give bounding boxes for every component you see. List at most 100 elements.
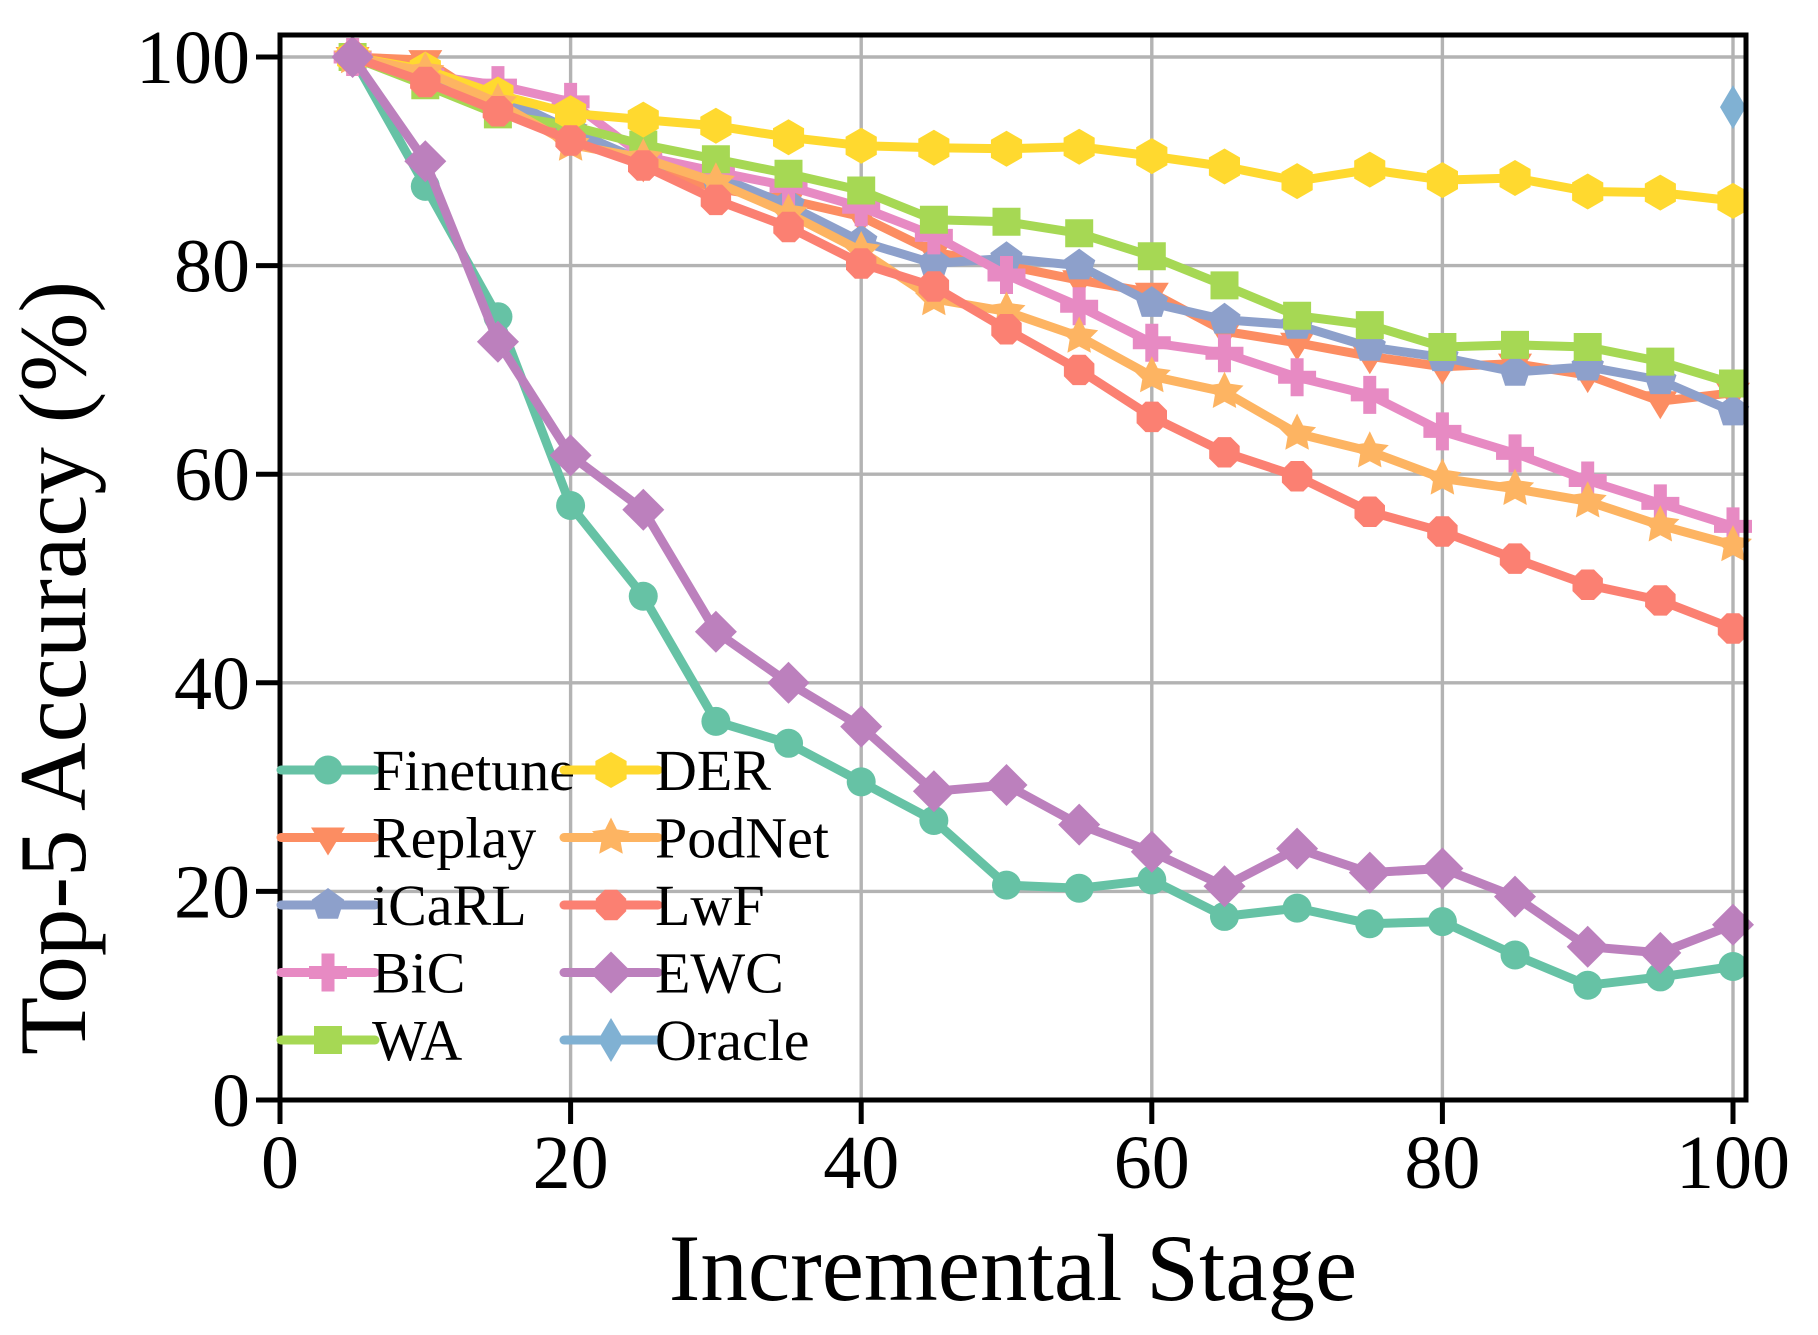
series-lwf bbox=[337, 41, 1749, 644]
legend-marker-thin_diamond-icon bbox=[598, 1018, 624, 1062]
data-point-lwf bbox=[555, 125, 586, 156]
data-point-lwf bbox=[918, 271, 950, 302]
y-tick-label: 0 bbox=[212, 1059, 250, 1143]
data-point-der bbox=[1063, 128, 1095, 165]
data-point-finetune bbox=[1064, 873, 1094, 903]
legend-label: Replay bbox=[372, 806, 536, 871]
data-point-finetune bbox=[628, 581, 658, 611]
data-point-ewc bbox=[549, 434, 592, 477]
legend-item-finetune: Finetune bbox=[276, 738, 575, 803]
data-point-lwf bbox=[1136, 401, 1167, 433]
data-point-bic bbox=[1278, 358, 1317, 397]
y-tick-label: 40 bbox=[174, 642, 250, 726]
data-point-finetune bbox=[1427, 907, 1457, 937]
legend-label: Oracle bbox=[655, 1008, 810, 1073]
data-point-wa bbox=[1065, 219, 1094, 248]
data-point-finetune bbox=[556, 490, 586, 520]
data-point-finetune bbox=[1137, 865, 1167, 895]
data-point-wa bbox=[1137, 242, 1166, 271]
legend-marker-octagon-icon bbox=[595, 889, 627, 921]
data-point-podnet bbox=[1350, 431, 1389, 468]
data-point-lwf bbox=[410, 66, 441, 98]
series-wa bbox=[338, 43, 1747, 398]
data-point-podnet bbox=[1496, 468, 1535, 505]
data-point-lwf bbox=[1063, 354, 1095, 386]
data-point-bic bbox=[1568, 461, 1607, 500]
data-point-wa bbox=[1501, 330, 1529, 359]
data-point-lwf bbox=[700, 184, 732, 216]
data-point-wa bbox=[1428, 333, 1457, 361]
data-point-lwf bbox=[1209, 437, 1240, 468]
x-axis-label: Incremental Stage bbox=[669, 1215, 1357, 1321]
data-point-icarl bbox=[1498, 355, 1532, 386]
data-point-ewc bbox=[1639, 931, 1682, 974]
data-point-der bbox=[1572, 173, 1604, 210]
legend-label: Finetune bbox=[372, 738, 575, 803]
axis-ticks bbox=[256, 54, 1736, 1124]
data-point-der bbox=[845, 127, 877, 164]
legend-item-oracle: Oracle bbox=[559, 1008, 810, 1073]
data-point-der bbox=[555, 95, 587, 132]
data-point-ewc bbox=[1130, 830, 1173, 873]
data-point-finetune bbox=[919, 805, 949, 835]
legend-item-ewc: EWC bbox=[559, 941, 784, 1006]
data-point-bic bbox=[1423, 412, 1462, 451]
data-point-finetune bbox=[1573, 970, 1603, 1000]
x-tick-label: 0 bbox=[261, 1121, 299, 1205]
data-point-finetune bbox=[774, 728, 804, 758]
data-point-ewc bbox=[1276, 827, 1319, 870]
data-point-bic bbox=[914, 216, 953, 255]
legend-marker-star-icon bbox=[592, 817, 630, 854]
y-tick-label: 80 bbox=[174, 225, 250, 309]
data-point-icarl bbox=[1208, 302, 1241, 334]
data-point-der bbox=[773, 119, 805, 156]
x-tick-label: 20 bbox=[533, 1121, 609, 1205]
data-point-ewc bbox=[694, 610, 737, 653]
data-point-bic bbox=[1060, 287, 1099, 326]
data-point-icarl bbox=[1063, 248, 1096, 280]
legend-item-replay: Replay bbox=[276, 806, 536, 871]
series-ewc bbox=[331, 36, 1754, 974]
data-point-ewc bbox=[1566, 925, 1609, 968]
data-point-podnet bbox=[1641, 505, 1680, 542]
data-point-icarl bbox=[917, 246, 950, 278]
x-tick-label: 60 bbox=[1114, 1121, 1190, 1205]
data-point-podnet bbox=[1714, 525, 1752, 562]
data-point-ewc bbox=[1203, 865, 1246, 908]
data-point-ewc bbox=[985, 764, 1028, 806]
tick-labels: 0 20 40 60 80 100 0 20 40 60 80 100 bbox=[136, 16, 1790, 1205]
data-point-lwf bbox=[482, 96, 514, 127]
data-point-ewc bbox=[912, 770, 955, 813]
data-point-bic bbox=[842, 188, 881, 227]
data-point-ewc bbox=[767, 661, 810, 704]
y-tick-label: 20 bbox=[174, 850, 250, 934]
legend-marker-square-icon bbox=[314, 1026, 342, 1054]
data-point-lwf bbox=[1281, 461, 1313, 492]
data-point-wa bbox=[774, 159, 803, 188]
data-point-finetune bbox=[1282, 893, 1312, 923]
y-axis-label: Top-5 Accuracy (%) bbox=[0, 281, 106, 1055]
data-point-der bbox=[1644, 174, 1676, 211]
data-point-icarl bbox=[1135, 286, 1168, 317]
data-point-der bbox=[1426, 162, 1458, 199]
legend-label: EWC bbox=[655, 941, 784, 1006]
data-point-lwf bbox=[1572, 569, 1603, 600]
data-point-lwf bbox=[1427, 516, 1458, 547]
data-point-ewc bbox=[1058, 803, 1101, 846]
data-point-finetune bbox=[1500, 940, 1530, 970]
data-point-wa bbox=[701, 145, 730, 174]
legend-label: BiC bbox=[372, 941, 466, 1006]
axes-spines bbox=[277, 32, 1749, 1103]
x-tick-label: 100 bbox=[1676, 1121, 1790, 1205]
data-point-wa bbox=[1719, 369, 1747, 398]
data-point-der bbox=[918, 129, 950, 166]
legend-marker-pentagon-icon bbox=[311, 888, 345, 919]
data-point-bic bbox=[1205, 334, 1244, 373]
data-point-wa bbox=[1646, 347, 1675, 376]
legend-item-bic: BiC bbox=[276, 941, 466, 1006]
x-tick-label: 80 bbox=[1404, 1121, 1480, 1205]
data-point-lwf bbox=[1354, 496, 1385, 527]
